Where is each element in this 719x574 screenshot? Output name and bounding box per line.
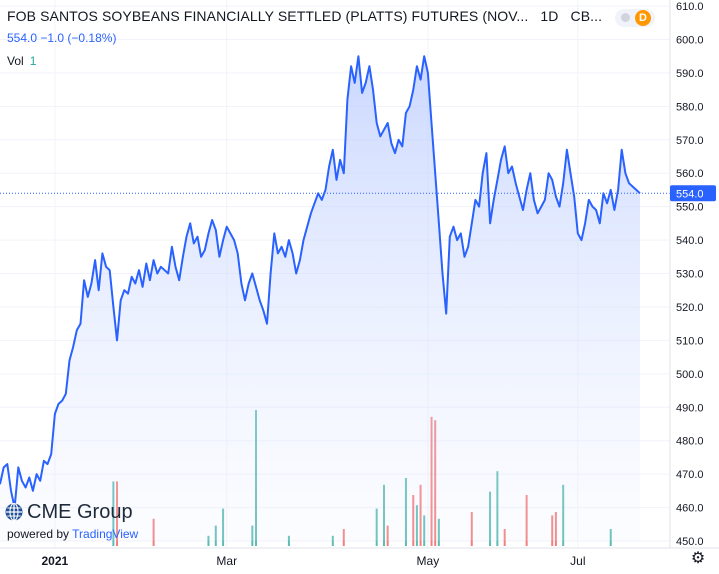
market-status-icon[interactable] [621,13,630,22]
y-tick-label: 590.0 [676,68,704,80]
price-change: −1.0 [40,31,65,45]
y-tick-label: 520.0 [676,302,704,314]
y-tick-label: 580.0 [676,101,704,113]
y-tick-label: 490.0 [676,402,704,414]
y-tick-label: 530.0 [676,269,704,281]
y-tick-label: 550.0 [676,202,704,214]
y-tick-label: 450.0 [676,536,704,548]
volume-label: Vol [7,54,24,68]
y-tick-label: 610.0 [676,1,704,13]
y-tick-label: 480.0 [676,436,704,448]
last-price-tag: 554.0 [670,185,716,202]
tradingview-link[interactable]: TradingView [72,527,139,541]
status-badge-group[interactable]: D [615,9,655,27]
gear-icon[interactable]: ⚙ [690,550,706,567]
y-tick-label: 560.0 [676,168,704,180]
time-axis[interactable]: 2021MarMayJulSep [42,554,719,568]
y-tick-label: 470.0 [676,469,704,481]
volume-legend: Vol 1 [7,54,36,68]
y-tick-label: 500.0 [676,369,704,381]
y-tick-label: 540.0 [676,235,704,247]
status-badge[interactable]: D [635,10,651,26]
x-tick-label: Mar [216,554,237,568]
price-change-pct: (−0.18%) [67,31,117,45]
powered-prefix: powered by [7,527,70,541]
y-tick-label: 570.0 [676,135,704,147]
y-tick-label: 460.0 [676,503,704,515]
y-tick-label: 510.0 [676,335,704,347]
x-tick-label: Jul [570,554,585,568]
price-axis[interactable]: 610.0 600.0 590.0 580.0 570.0 560.0 550.0 540.0… [676,1,704,548]
last-price: 554.0 [7,31,38,45]
last-price-tag-bg [670,185,716,202]
exchange-label: CB... [570,8,603,24]
globe-icon [5,503,23,521]
x-tick-label: 2021 [42,554,69,568]
last-price-tag-label: 554.0 [676,188,704,200]
volume-value: 1 [29,54,37,68]
powered-by[interactable]: powered by TradingView [7,527,138,541]
chart-header: FOB SANTOS SOYBEANS FINANCIALLY SETTLED … [7,8,602,24]
logo-text: CME Group [27,501,133,523]
price-line [0,55,641,509]
price-area [0,56,640,541]
interval-label[interactable]: 1D [540,8,559,24]
y-tick-label: 600.0 [676,34,704,46]
price-quote: 554.0 −1.0 (−0.18%) [7,31,116,45]
symbol-title[interactable]: FOB SANTOS SOYBEANS FINANCIALLY SETTLED … [7,8,529,24]
x-tick-label: May [417,554,440,568]
